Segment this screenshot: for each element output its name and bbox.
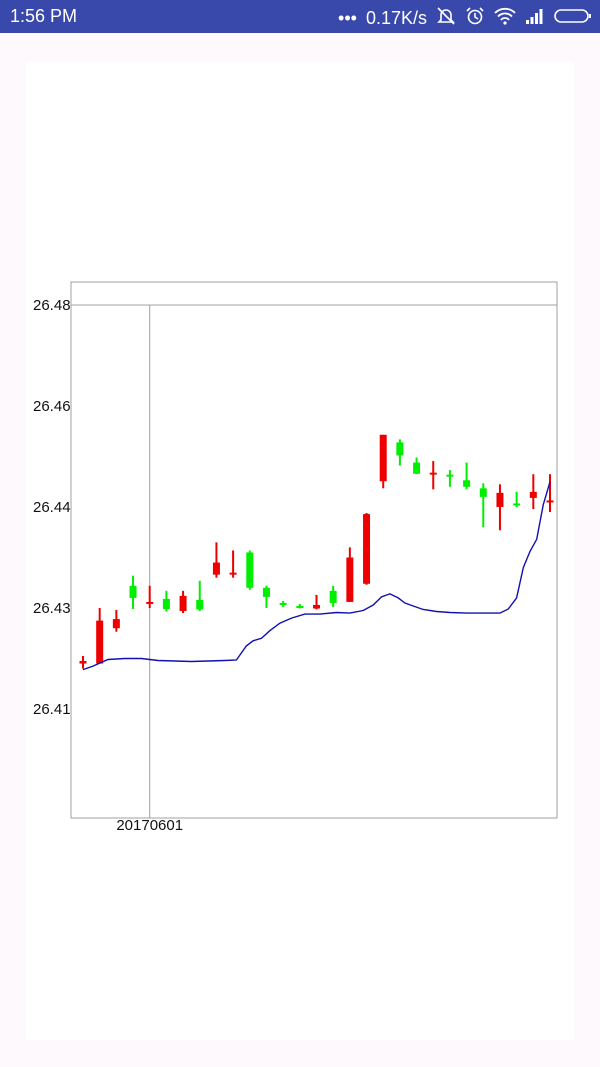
candle-body xyxy=(513,503,521,506)
candle-body xyxy=(379,434,387,482)
wifi-icon xyxy=(494,7,516,30)
status-right-group: ••• 0.17K/s xyxy=(329,6,592,31)
candle-body xyxy=(496,492,504,507)
y-tick-label: 26.46 xyxy=(33,398,71,415)
y-tick-label: 26.43 xyxy=(33,600,71,617)
candle-body xyxy=(529,491,537,498)
candle-body xyxy=(162,598,170,610)
battery-icon xyxy=(554,8,592,29)
candle-body xyxy=(196,599,204,610)
candle-body xyxy=(413,462,421,474)
alarm-off-icon xyxy=(436,6,456,31)
candle-body xyxy=(546,500,554,503)
y-tick-label: 26.44 xyxy=(33,499,71,516)
alarm-icon xyxy=(465,6,485,31)
candle-body xyxy=(429,472,437,475)
candle-body xyxy=(296,605,304,608)
candle-body xyxy=(396,442,404,456)
candle-body xyxy=(479,488,487,497)
candle-body xyxy=(363,514,371,584)
candle-body xyxy=(79,661,87,664)
candle-body xyxy=(229,572,237,575)
candle-body xyxy=(129,585,137,598)
candle-body xyxy=(212,562,220,575)
x-tick-label: 20170601 xyxy=(116,817,183,834)
candle-body xyxy=(96,620,104,664)
more-dots: ••• xyxy=(338,8,357,28)
candle-body xyxy=(313,604,320,609)
candle-body xyxy=(179,595,187,612)
candle-body xyxy=(329,590,337,603)
candle-body xyxy=(262,587,270,597)
series-line xyxy=(82,481,551,671)
status-bar: 1:56 PM ••• 0.17K/s xyxy=(0,0,600,33)
candle-body xyxy=(246,552,254,588)
candle-body xyxy=(446,474,454,477)
network-speed: 0.17K/s xyxy=(365,8,427,28)
content-card xyxy=(26,62,574,1040)
signal-icon xyxy=(525,7,545,30)
candle-body xyxy=(346,557,354,602)
y-tick-label: 26.41 xyxy=(33,701,71,718)
y-tick-label: 26.48 xyxy=(33,297,71,314)
plot-frame xyxy=(70,281,558,819)
candle-body xyxy=(146,601,154,604)
status-time: 1:56 PM xyxy=(10,6,78,26)
candle-body xyxy=(112,619,120,629)
candle-body xyxy=(279,602,287,605)
candle-body xyxy=(463,480,471,487)
